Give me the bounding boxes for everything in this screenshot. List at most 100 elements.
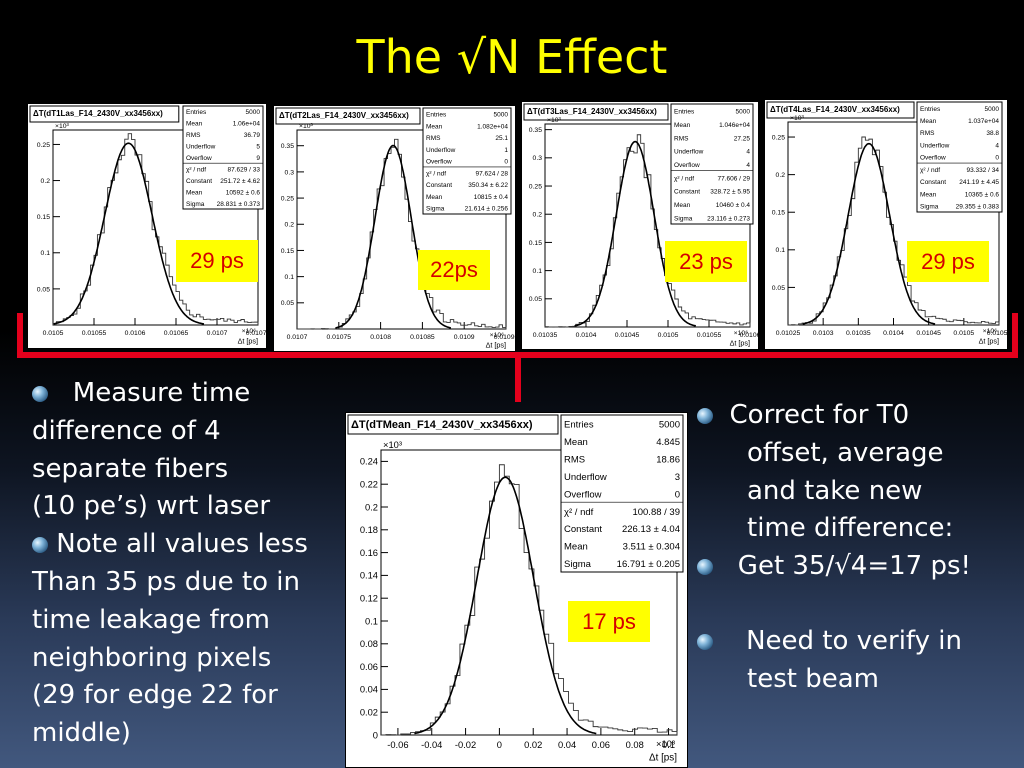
stats-box: Entries 5000 Mean 1.037e+04 RMS 38.8 Underflow… <box>916 101 1003 213</box>
stats-key: Mean <box>186 189 203 196</box>
bullet-icon <box>697 408 713 424</box>
stats-value: 28.831 ± 0.373 <box>217 201 261 208</box>
x-exponent: ×10⁶ <box>983 328 998 335</box>
stats-value: 97.624 / 28 <box>475 170 508 177</box>
stats-key: Overflow <box>674 162 700 169</box>
stats-key: RMS <box>186 132 201 139</box>
y-exponent: ×10³ <box>55 123 70 130</box>
x-tick-label: 0.0107 <box>207 330 228 337</box>
stats-key: Underflow <box>426 147 456 154</box>
x-tick-label: 0.01065 <box>164 330 189 337</box>
stats-key: RMS <box>920 130 935 137</box>
x-tick-label: 0.0105 <box>43 330 64 337</box>
panel-frame <box>764 99 1008 350</box>
stats-key: Constant <box>920 179 946 186</box>
stats-value: 5000 <box>659 420 680 431</box>
stats-value: 241.19 ± 4.45 <box>959 179 999 186</box>
histogram-title: ΔT(dT2Las_F14_2430V_xx3456xx) <box>279 111 409 120</box>
y-tick-label: 0.14 <box>360 571 378 581</box>
y-tick-label: 0.25 <box>772 134 785 141</box>
stats-value: 0 <box>995 155 999 162</box>
stats-key: Sigma <box>674 215 693 222</box>
histogram-1: ΔT(dT1Las_F14_2430V_xx3456xx)×10³×10⁶0.0… <box>27 103 267 349</box>
stats-key: Mean <box>564 542 588 553</box>
y-tick-label: 0.1 <box>41 250 51 257</box>
stats-key: Mean <box>920 191 937 198</box>
stats-key: Underflow <box>564 472 607 483</box>
y-tick-label: 0.1 <box>776 247 786 254</box>
x-tick-label: 0.0105 <box>953 330 974 337</box>
stats-value: 1 <box>504 147 508 154</box>
stats-value: 36.79 <box>244 132 261 139</box>
resolution-label-mean: 17 ps <box>568 601 650 642</box>
title-box <box>29 105 180 123</box>
stats-value: 87.629 / 33 <box>227 166 260 173</box>
gaussian-fit-curve <box>53 142 205 325</box>
gaussian-fit-curve <box>335 144 452 329</box>
left-bullet-2: Note all values less <box>32 526 338 564</box>
stats-value: 5000 <box>985 106 1000 113</box>
x-tick-label: 0.01055 <box>697 332 722 339</box>
y-tick-label: 0.1 <box>533 268 543 275</box>
y-exponent: ×10³ <box>299 123 314 130</box>
histogram-4: ΔT(dT4Las_F14_2430V_xx3456xx)×10³×10⁶0.0… <box>764 99 1008 350</box>
y-tick-label: 0.1 <box>285 274 295 281</box>
left-text-block: Measure time difference of 4 separate fi… <box>32 375 338 753</box>
stats-value: 10815 ± 0.4 <box>474 194 509 201</box>
stats-key: Underflow <box>920 142 950 149</box>
stats-value: 9 <box>256 155 260 162</box>
histogram-panel-mean: ΔT(dTMean_F14_2430V_xx3456xx) ×10³ ×10³ -0.… <box>345 412 688 768</box>
stats-key: χ² / ndf <box>186 166 206 173</box>
plot-frame <box>52 129 259 326</box>
stats-box: Entries 5000 Mean 1.082e+04 RMS 25.1 Underflow… <box>422 107 512 215</box>
stats-key: RMS <box>674 135 689 142</box>
stats-value: 4.845 <box>656 437 680 448</box>
stats-box: Entries 5000 Mean 4.845 RMS 18.86 Underflow 3 Ov… <box>560 414 684 573</box>
bullet-icon <box>697 559 713 576</box>
bracket-stem <box>515 352 521 402</box>
stats-value: 5000 <box>736 109 751 116</box>
histogram-title: ΔT(dTMean_F14_2430V_xx3456xx) <box>351 419 533 431</box>
x-tick-label: 0.0105 <box>658 332 679 339</box>
x-tick-label: 0.0103 <box>813 330 834 337</box>
y-tick-label: 0.35 <box>529 127 542 134</box>
y-tick-label: 0.24 <box>360 457 378 467</box>
stats-value: 27.25 <box>734 135 751 142</box>
gaussian-fit-curve <box>574 140 697 327</box>
right-bullet-3: Need to verify in <box>697 623 1019 661</box>
x-tick-label: 0.0106 <box>740 332 759 339</box>
x-tick-label: 0.0104 <box>883 330 904 337</box>
stats-key: Overflow <box>920 155 946 162</box>
x-tick-label: 0.08 <box>626 740 644 750</box>
stats-key: Mean <box>426 194 443 201</box>
stats-value: 3.511 ± 0.304 <box>623 542 680 553</box>
histogram-title: ΔT(dT1Las_F14_2430V_xx3456xx) <box>33 109 163 118</box>
stats-key: Underflow <box>186 144 216 151</box>
stats-value: 18.86 <box>656 454 680 465</box>
stats-key: Constant <box>674 189 700 196</box>
stats-key: Entries <box>920 106 941 113</box>
title-box <box>347 414 559 435</box>
stats-value: 0 <box>504 159 508 166</box>
y-tick-label: 0.25 <box>281 195 294 202</box>
y-tick-label: 0.05 <box>37 286 50 293</box>
x-tick-label: 0.0106 <box>125 330 146 337</box>
stats-key: Entries <box>674 109 695 116</box>
stats-key: Sigma <box>920 204 939 211</box>
y-tick-label: 0.2 <box>776 172 786 179</box>
y-exponent: ×10³ <box>547 117 562 124</box>
stats-value: 93.332 / 34 <box>966 167 999 174</box>
y-tick-label: 0.2 <box>533 212 543 219</box>
title-box <box>275 107 421 125</box>
stats-key: Mean <box>674 122 691 129</box>
stats-key: Constant <box>564 524 602 535</box>
x-axis-label: Δt [ps] <box>486 340 506 349</box>
stats-value: 21.614 ± 0.256 <box>465 206 509 213</box>
stats-value: 4 <box>746 149 750 156</box>
stats-value: 5000 <box>494 111 509 118</box>
right-bullet-1: Correct for T0 <box>697 397 1019 435</box>
x-tick-label: 0.01045 <box>615 332 640 339</box>
x-tick-label: 0.01055 <box>987 330 1008 337</box>
stats-value: 100.88 / 39 <box>632 507 680 518</box>
stats-value: 5 <box>256 144 260 151</box>
